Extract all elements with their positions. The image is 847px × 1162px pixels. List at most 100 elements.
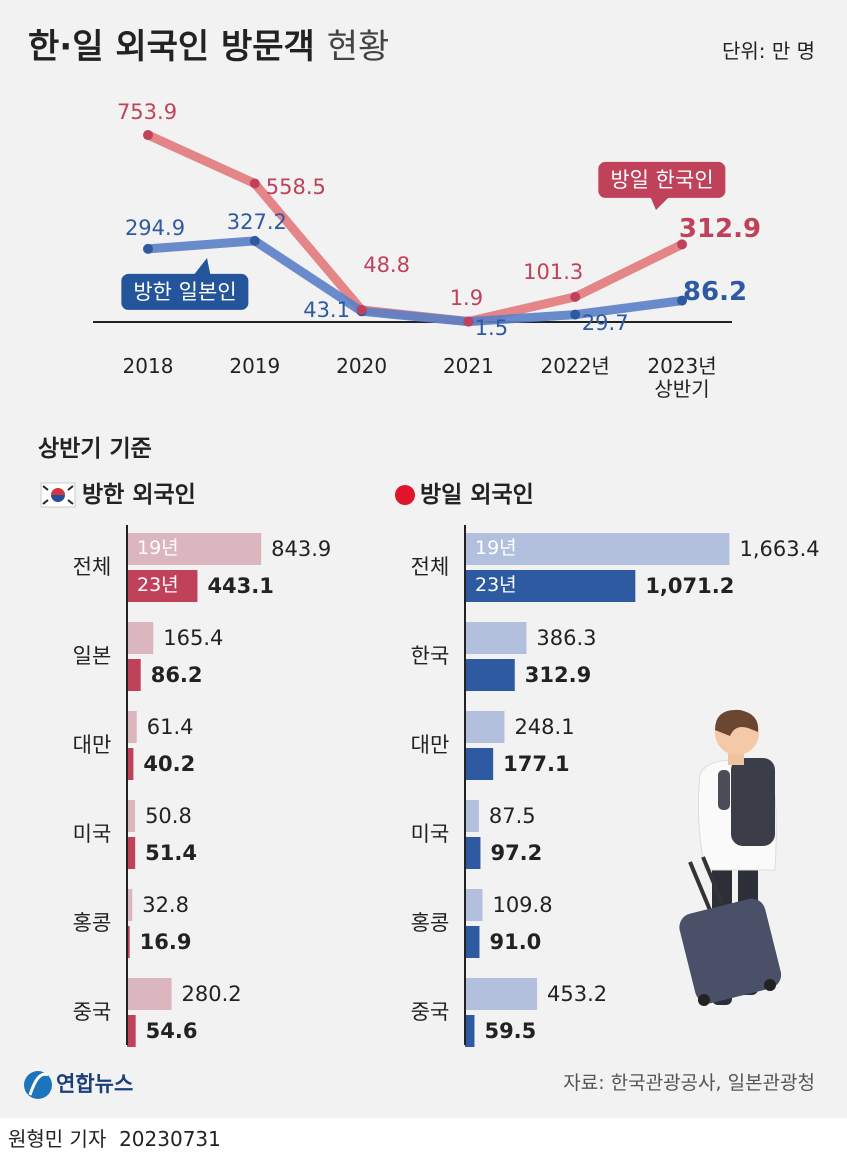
category-label: 한국 <box>410 643 450 668</box>
data-label: 40.2 <box>143 751 196 776</box>
data-label: 29.7 <box>581 310 629 335</box>
data-label: 280.2 <box>181 981 242 1006</box>
point <box>677 295 687 306</box>
bar <box>127 748 134 780</box>
x-tick-label: 2018 <box>122 354 174 378</box>
x-tick-label: 2022년 <box>540 354 610 378</box>
bar <box>465 748 494 780</box>
data-label: 443.1 <box>207 573 274 598</box>
data-label: 165.4 <box>163 625 224 650</box>
data-label: 1.5 <box>474 315 509 340</box>
bar <box>465 800 479 832</box>
category-label: 미국 <box>72 821 112 846</box>
point <box>463 316 474 327</box>
data-label: 16.9 <box>139 929 192 954</box>
data-label: 86.2 <box>150 662 203 687</box>
point <box>249 178 260 189</box>
byline: 원형민 기자 20230731 <box>8 1128 221 1151</box>
data-label: 248.1 <box>514 714 575 739</box>
category-label: 전체 <box>410 554 450 579</box>
bar <box>465 926 480 958</box>
data-label: 558.5 <box>265 175 326 200</box>
data-label: 1.9 <box>449 285 484 310</box>
data-label: 327.2 <box>226 209 287 234</box>
category-label: 홍콩 <box>410 910 450 935</box>
data-label: 50.8 <box>145 803 192 828</box>
bar <box>465 659 515 691</box>
category-label: 홍콩 <box>72 910 112 935</box>
logo-mark <box>24 1071 52 1099</box>
data-label: 101.3 <box>523 259 584 284</box>
unit: 단위: 만 명 <box>721 39 815 63</box>
data-label: 97.2 <box>490 840 543 865</box>
category-label: 중국 <box>410 999 450 1024</box>
point <box>677 239 687 250</box>
data-label: 86.2 <box>682 276 748 307</box>
logo-text: 연합뉴스 <box>56 1072 134 1096</box>
legend-label: 방한 일본인 <box>121 273 249 311</box>
bar <box>465 570 636 602</box>
category-label: 중국 <box>72 999 112 1024</box>
point <box>143 130 153 141</box>
data-label: 386.3 <box>536 625 597 650</box>
point <box>249 235 260 246</box>
bar <box>127 889 133 921</box>
data-label: 843.9 <box>271 536 332 561</box>
category-label: 대만 <box>72 732 112 757</box>
series-label: 19년 <box>137 537 179 560</box>
series-label: 23년 <box>475 574 517 597</box>
data-label: 294.9 <box>124 215 186 240</box>
series-line <box>143 236 687 327</box>
bar <box>465 533 730 565</box>
panel-title: 방일 외국인 <box>420 481 534 508</box>
data-label: 312.9 <box>678 214 762 245</box>
x-tick-label: 2023년 상반기 <box>647 354 717 401</box>
bar <box>127 1015 136 1047</box>
legend-label: 방일 한국인 <box>598 161 726 199</box>
reporter: 원형민 기자 <box>8 1127 107 1151</box>
title-suffix: 현황 <box>326 27 390 67</box>
data-label: 753.9 <box>116 99 178 124</box>
x-tick-label: 2020 <box>336 354 388 378</box>
japan-flag <box>395 485 415 505</box>
section-title: 상반기 기준 <box>38 436 152 462</box>
bar <box>465 622 527 654</box>
point <box>356 304 367 315</box>
korea-flag <box>40 482 76 508</box>
bar <box>465 978 538 1010</box>
data-label: 87.5 <box>488 803 536 828</box>
data-label: 91.0 <box>489 929 542 954</box>
series-label: 19년 <box>475 537 517 560</box>
bar <box>127 711 137 743</box>
category-label: 미국 <box>410 821 450 846</box>
point <box>570 291 581 302</box>
panel-title: 방한 외국인 <box>82 481 196 508</box>
bar <box>465 889 483 921</box>
data-label: 177.1 <box>503 751 570 776</box>
category-label: 전체 <box>72 554 112 579</box>
data-label: 109.8 <box>492 892 553 917</box>
category-label: 일본 <box>72 643 112 668</box>
legend-pointer <box>650 196 670 210</box>
bar <box>465 711 505 743</box>
bar <box>127 800 136 832</box>
data-label: 51.4 <box>145 840 197 865</box>
source: 자료: 한국관광공사, 일본관광청 <box>563 1072 815 1094</box>
data-label: 54.6 <box>145 1018 198 1043</box>
title-main: 한·일 외국인 방문객 <box>28 27 315 67</box>
data-label: 32.8 <box>142 892 189 917</box>
bar <box>127 926 130 958</box>
category-label: 대만 <box>410 732 450 757</box>
data-label: 48.8 <box>363 252 410 277</box>
bar <box>127 622 154 654</box>
point <box>570 309 581 320</box>
bar <box>465 837 481 869</box>
bar <box>127 837 136 869</box>
bar <box>127 659 141 691</box>
data-label: 61.4 <box>146 714 194 739</box>
data-label: 1,071.2 <box>645 573 735 598</box>
point <box>143 243 153 254</box>
title: 한·일 외국인 방문객 현황 <box>28 27 390 67</box>
